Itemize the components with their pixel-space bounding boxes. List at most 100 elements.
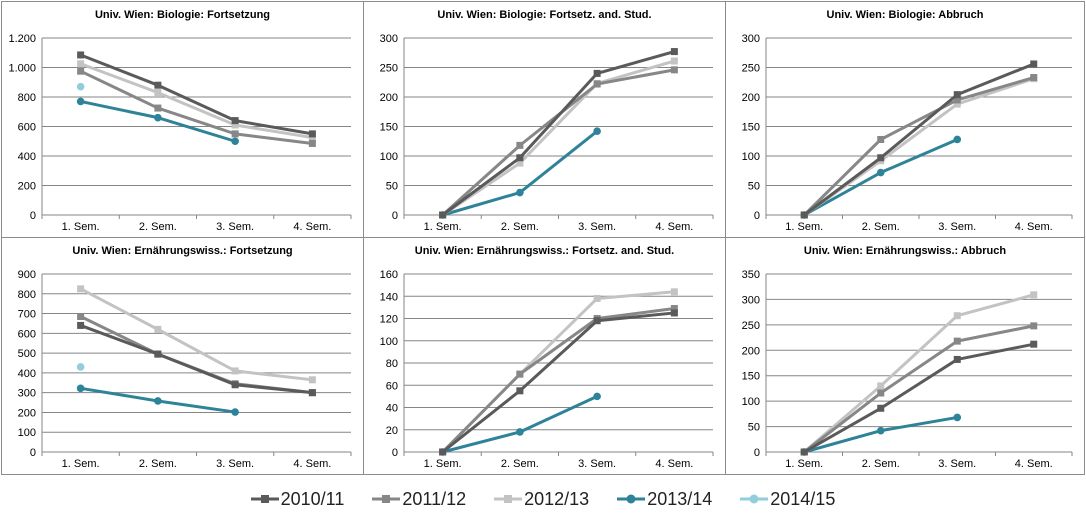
legend-swatch-marker [382, 495, 390, 503]
legend-swatch [494, 491, 522, 507]
series-2014-15 [77, 363, 85, 371]
y-tick-label: 250 [380, 63, 398, 75]
data-point-2011-12 [77, 313, 84, 320]
data-point-2010-11 [594, 317, 601, 324]
y-tick-label: 60 [386, 380, 398, 392]
chart-panel-biologie-fortsetz-and-stud: Univ. Wien: Biologie: Fortsetz. and. Stu… [363, 1, 726, 238]
x-tick-label: 4. Sem. [655, 221, 693, 233]
legend-item-2010-11: 2010/11 [251, 489, 345, 510]
data-point-2010-11 [77, 322, 84, 329]
y-tick-label: 0 [30, 447, 36, 459]
series-2012-13 [439, 58, 678, 219]
data-point-2014-15 [77, 83, 85, 91]
y-tick-label: 400 [18, 151, 36, 163]
data-point-2013-14 [593, 127, 601, 135]
series-2010-11 [801, 60, 1038, 218]
y-tick-label: 0 [754, 210, 760, 222]
series-2013-14 [77, 385, 239, 416]
series-2010-11 [439, 309, 678, 455]
data-point-2012-13 [77, 60, 84, 67]
y-tick-label: 0 [30, 210, 36, 222]
x-tick-label: 3. Sem. [578, 221, 616, 233]
y-tick-label: 50 [748, 181, 760, 193]
x-tick-label: 2. Sem. [139, 458, 177, 470]
chart-title: Univ. Wien: Biologie: Fortsetzung [95, 9, 270, 21]
y-tick-label: 350 [742, 269, 760, 281]
data-point-2013-14 [516, 428, 524, 436]
data-point-2012-13 [954, 312, 961, 319]
chart-title: Univ. Wien: Ernährungswiss.: Fortsetzung [72, 245, 292, 257]
y-tick-label: 1.200 [8, 33, 36, 45]
legend-label: 2014/15 [770, 489, 835, 510]
legend-swatch-marker [504, 495, 512, 503]
data-point-2011-12 [877, 390, 884, 397]
y-tick-label: 300 [742, 33, 760, 45]
x-tick-label: 2. Sem. [501, 221, 539, 233]
series-line-2012-13 [443, 61, 675, 215]
x-tick-label: 1. Sem. [785, 221, 823, 233]
data-point-2010-11 [594, 70, 601, 77]
series-2014-15 [77, 83, 85, 91]
x-tick-label: 3. Sem. [216, 458, 254, 470]
data-point-2010-11 [1030, 60, 1037, 67]
y-tick-label: 200 [18, 407, 36, 419]
data-point-2010-11 [671, 48, 678, 55]
chart-grid: Univ. Wien: Biologie: Fortsetzung 0 200 400… [1, 1, 1085, 475]
y-tick-label: 200 [380, 92, 398, 104]
y-tick-label: 900 [18, 269, 36, 281]
series-line-2010-11 [804, 344, 1034, 452]
y-tick-label: 100 [380, 151, 398, 163]
data-point-2010-11 [1030, 341, 1037, 348]
data-point-2012-13 [232, 367, 239, 374]
data-point-2013-14 [231, 408, 239, 416]
series-line-2010-11 [81, 325, 313, 392]
y-tick-label: 300 [380, 33, 398, 45]
data-point-2010-11 [439, 449, 446, 456]
chart-svg: Univ. Wien: Biologie: Fortsetzung 0 200 400… [2, 2, 363, 237]
x-tick-label: 2. Sem. [862, 221, 900, 233]
legend-item-2012-13: 2012/13 [494, 489, 589, 510]
data-point-2010-11 [309, 130, 316, 137]
data-point-2011-12 [877, 136, 884, 143]
data-point-2011-12 [671, 66, 678, 73]
chart-svg: Univ. Wien: Ernährungswiss.: Fortsetz. a… [364, 238, 725, 474]
data-point-2012-13 [309, 376, 316, 383]
data-point-2011-12 [594, 81, 601, 88]
data-point-2010-11 [232, 117, 239, 124]
data-point-2010-11 [877, 154, 884, 161]
series-2013-14 [439, 393, 601, 456]
y-tick-label: 700 [18, 309, 36, 321]
chart-title: Univ. Wien: Biologie: Fortsetz. and. Stu… [437, 9, 651, 21]
x-tick-label: 3. Sem. [938, 221, 976, 233]
x-tick-label: 2. Sem. [139, 221, 177, 233]
data-point-2010-11 [516, 387, 523, 394]
chart-title: Univ. Wien: Ernährungswiss.: Abbruch [804, 245, 1006, 257]
series-line-2010-11 [443, 313, 675, 452]
y-tick-label: 250 [742, 320, 760, 332]
series-line-2012-13 [804, 295, 1034, 452]
data-point-2011-12 [154, 105, 161, 112]
series-2010-11 [801, 341, 1038, 456]
data-point-2014-15 [77, 363, 85, 371]
data-point-2010-11 [877, 405, 884, 412]
data-point-2012-13 [154, 89, 161, 96]
data-point-2013-14 [154, 397, 162, 405]
legend-label: 2013/14 [647, 489, 712, 510]
x-tick-label: 4. Sem. [655, 458, 693, 470]
y-tick-label: 200 [742, 345, 760, 357]
y-tick-label: 200 [18, 181, 36, 193]
data-point-2012-13 [671, 58, 678, 65]
series-2013-14 [800, 136, 961, 219]
y-tick-label: 120 [380, 314, 398, 326]
legend-label: 2010/11 [281, 489, 345, 510]
chart-svg: Univ. Wien: Biologie: Abbruch05010015020… [726, 2, 1084, 237]
y-tick-label: 250 [742, 63, 760, 75]
chart-svg: Univ. Wien: Ernährungswiss.: Abbruch0501… [726, 238, 1084, 474]
legend-swatch [617, 491, 645, 507]
data-point-2012-13 [154, 326, 161, 333]
data-point-2011-12 [516, 142, 523, 149]
y-tick-label: 600 [18, 122, 36, 134]
series-2010-11 [77, 51, 316, 137]
series-2011-12 [439, 66, 678, 218]
series-line-2013-14 [804, 139, 957, 215]
